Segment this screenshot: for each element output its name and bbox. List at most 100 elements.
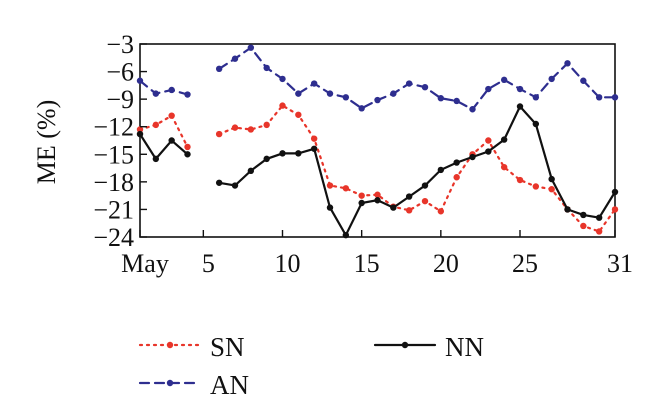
legend-item-nn: NN	[373, 332, 484, 362]
data-point-nn	[564, 206, 571, 213]
legend-swatch-marker	[401, 341, 409, 349]
x-tick-label: 5	[202, 249, 215, 278]
data-point-nn	[310, 145, 318, 152]
data-point-nn	[500, 136, 508, 143]
data-point-nn	[421, 182, 429, 189]
data-point-sn	[516, 176, 524, 184]
data-point-nn	[152, 155, 160, 163]
data-point-nn	[374, 197, 381, 204]
data-point-an	[595, 94, 603, 101]
x-tick-label: 20	[433, 249, 459, 278]
x-tick-label: 10	[275, 249, 301, 278]
data-point-an	[500, 76, 508, 84]
data-point-sn	[485, 137, 492, 144]
data-point-sn	[580, 222, 587, 230]
series-line-nn	[138, 133, 189, 161]
data-point-nn	[263, 155, 270, 163]
data-point-an	[437, 95, 445, 102]
data-point-an	[421, 83, 429, 91]
y-tick-label: −24	[93, 223, 134, 252]
data-point-nn	[184, 151, 191, 158]
data-point-nn	[231, 182, 239, 189]
series-line-nn	[218, 104, 617, 238]
data-point-an	[136, 77, 144, 84]
data-point-sn	[184, 143, 191, 151]
data-point-an	[532, 94, 540, 101]
data-point-sn	[263, 121, 270, 129]
data-point-sn	[326, 182, 334, 189]
data-point-an	[374, 96, 381, 104]
y-tick-label: −9	[106, 85, 134, 114]
data-point-an	[516, 85, 524, 93]
data-point-nn	[516, 103, 524, 110]
data-point-nn	[580, 211, 587, 219]
data-point-sn	[295, 111, 302, 118]
data-point-an	[326, 90, 334, 97]
data-point-an	[247, 44, 255, 51]
data-point-nn	[611, 188, 619, 196]
legend-label: NN	[445, 332, 484, 362]
data-point-an	[611, 94, 619, 101]
data-point-sn	[405, 207, 413, 214]
data-point-sn	[500, 163, 508, 171]
data-point-nn	[215, 179, 223, 186]
data-point-an	[168, 86, 175, 94]
legend-label: AN	[210, 370, 249, 400]
series-line-an	[138, 79, 189, 96]
data-point-an	[184, 91, 191, 98]
legend-swatch-marker	[166, 379, 174, 387]
data-point-nn	[405, 193, 413, 200]
x-tick-label: May	[121, 249, 169, 278]
data-point-nn	[342, 231, 350, 239]
data-point-nn	[247, 167, 255, 175]
data-point-an	[263, 64, 270, 72]
series-nn	[136, 103, 619, 239]
data-point-sn	[247, 126, 255, 133]
data-point-nn	[469, 153, 476, 161]
data-point-an	[405, 80, 413, 87]
data-point-nn	[326, 204, 334, 211]
data-point-sn	[136, 126, 144, 133]
data-point-sn	[168, 112, 175, 119]
data-point-an	[580, 77, 587, 84]
data-point-sn	[611, 206, 619, 213]
data-point-sn	[310, 135, 318, 142]
legend: SN AN NN	[138, 332, 484, 400]
data-point-an	[295, 90, 302, 97]
x-tick-label: 15	[354, 249, 380, 278]
data-point-sn	[437, 208, 445, 215]
series-line-an	[218, 46, 617, 111]
data-point-nn	[595, 214, 603, 221]
data-point-nn	[485, 148, 492, 155]
data-point-sn	[548, 186, 555, 193]
series-line-sn	[218, 104, 617, 233]
series-layer	[136, 44, 619, 239]
data-point-sn	[215, 130, 223, 138]
data-point-sn	[595, 228, 603, 235]
data-point-nn	[136, 130, 144, 138]
data-point-nn	[453, 159, 460, 166]
data-point-nn	[532, 120, 540, 128]
data-point-sn	[453, 174, 460, 181]
plot-frame	[139, 43, 616, 238]
y-tick-label: −12	[93, 113, 134, 142]
data-point-sn	[421, 197, 429, 205]
data-point-an	[564, 60, 571, 67]
y-axis-label: ME (%)	[32, 100, 61, 184]
x-tick-label: 25	[512, 249, 538, 278]
x-tick-label: 31	[607, 249, 633, 278]
data-point-an	[152, 90, 160, 97]
data-point-nn	[295, 150, 302, 157]
legend-label: SN	[210, 332, 245, 362]
data-point-an	[485, 85, 492, 93]
data-point-an	[310, 80, 318, 87]
data-point-an	[453, 97, 460, 105]
legend-item-an: AN	[138, 370, 249, 400]
data-point-sn	[358, 192, 365, 199]
data-point-nn	[548, 175, 555, 183]
data-point-an	[469, 106, 476, 113]
y-tick-label: −18	[93, 168, 134, 197]
y-tick-label: −3	[106, 30, 134, 59]
